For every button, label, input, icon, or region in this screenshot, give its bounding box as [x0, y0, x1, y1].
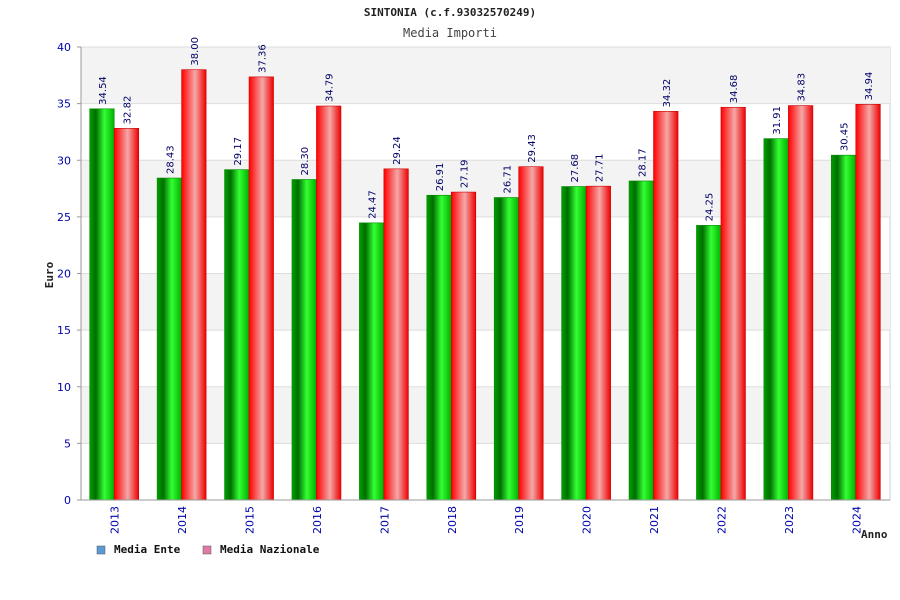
data-label-media-nazionale-2024: 34.94 [864, 72, 875, 101]
data-label-media-nazionale-2022: 34.68 [729, 75, 740, 104]
data-label-media-ente-2014: 28.43 [165, 145, 176, 174]
legend: Media Ente Media Nazionale [96, 543, 320, 556]
x-tick-label: 2017 [378, 506, 391, 534]
bar-media-ente-2017 [359, 222, 385, 501]
data-label-media-ente-2021: 28.17 [637, 148, 648, 177]
bar-media-ente-2021 [628, 180, 654, 501]
bar-media-nazionale-2015 [248, 76, 274, 501]
bar-media-nazionale-2013 [113, 128, 140, 501]
grid-band [81, 160, 890, 217]
x-tick-label: 2023 [783, 506, 796, 534]
data-label-media-nazionale-2014: 38.00 [190, 37, 201, 66]
data-label-media-ente-2013: 34.54 [98, 76, 109, 105]
y-tick-label: 35 [57, 98, 71, 111]
data-label-media-nazionale-2016: 34.79 [325, 73, 336, 102]
data-label-media-ente-2024: 30.45 [840, 123, 851, 152]
bar-media-nazionale-2021 [653, 111, 679, 501]
bar-media-ente-2014 [156, 177, 182, 501]
y-tick-label: 10 [57, 381, 71, 394]
y-axis-label: Euro [43, 261, 56, 288]
data-label-media-ente-2022: 24.25 [705, 193, 716, 222]
bar-media-nazionale-2024 [855, 104, 881, 501]
grid-band [81, 273, 890, 331]
x-tick-label: 2014 [176, 506, 189, 534]
bar-media-ente-2013 [89, 108, 115, 501]
bar-media-ente-2019 [493, 197, 520, 501]
bar-media-nazionale-2023 [788, 105, 814, 501]
legend-label: Media Ente [114, 543, 181, 556]
data-label-media-ente-2016: 28.30 [300, 147, 311, 176]
data-label-media-ente-2020: 27.68 [570, 154, 581, 183]
y-tick-label: 40 [57, 41, 71, 54]
data-label-media-nazionale-2023: 34.83 [797, 73, 808, 102]
x-tick-label: 2018 [446, 506, 459, 534]
x-tick-label: 2022 [715, 506, 728, 534]
grid-band [81, 386, 890, 444]
data-label-media-ente-2015: 29.17 [233, 137, 244, 166]
bars: 34.54 32.82 28.43 38.00 29.17 37.36 28.30 34.79… [89, 37, 881, 501]
data-label-media-ente-2018: 26.91 [435, 163, 446, 192]
bar-media-ente-2020 [561, 186, 587, 501]
x-tick-label: 2021 [648, 506, 661, 534]
x-tick-label: 2013 [109, 506, 122, 534]
legend-swatch [202, 545, 212, 555]
data-label-media-ente-2019: 26.71 [502, 165, 513, 194]
x-tick-label: 2020 [581, 506, 594, 534]
data-label-media-nazionale-2019: 29.43 [527, 134, 538, 163]
x-tick-label: 2016 [311, 506, 324, 534]
x-tick-label: 2024 [850, 506, 863, 534]
y-tick-label: 15 [57, 324, 71, 337]
bar-media-ente-2015 [224, 169, 250, 501]
bar-media-nazionale-2014 [181, 69, 207, 501]
y-tick-label: 25 [57, 211, 71, 224]
chart-title: SINTONIA (c.f.93032570249) [364, 6, 536, 19]
legend-swatch [96, 545, 106, 555]
bar-media-nazionale-2017 [383, 168, 409, 501]
data-label-media-nazionale-2018: 27.19 [460, 159, 471, 188]
data-label-media-ente-2017: 24.47 [368, 190, 379, 219]
data-label-media-nazionale-2017: 29.24 [392, 136, 403, 165]
data-label-media-nazionale-2013: 32.82 [122, 96, 133, 125]
x-tick-label: 2015 [244, 506, 257, 534]
bar-media-nazionale-2018 [450, 191, 477, 501]
bar-media-ente-2022 [696, 225, 722, 501]
bar-media-nazionale-2020 [585, 185, 611, 501]
data-label-media-nazionale-2020: 27.71 [594, 154, 605, 183]
legend-label: Media Nazionale [220, 543, 320, 556]
bar-media-ente-2016 [291, 179, 317, 501]
bar-media-ente-2018 [426, 194, 452, 501]
grid-band [81, 47, 890, 104]
x-axis: 2013 2014 2015 2016 2017 2018 2019 2020 2021 2022… [81, 499, 890, 534]
chart-subtitle: Media Importi [403, 26, 497, 40]
x-tick-label: 2019 [513, 506, 526, 534]
y-tick-label: 5 [64, 437, 71, 450]
data-label-media-ente-2023: 31.91 [772, 106, 783, 135]
data-label-media-nazionale-2021: 34.32 [662, 79, 673, 108]
data-label-media-nazionale-2015: 37.36 [257, 44, 268, 73]
bar-media-ente-2024 [830, 154, 857, 501]
bar-media-ente-2023 [763, 138, 789, 501]
y-tick-label: 0 [64, 494, 71, 507]
y-axis: 0 5 10 15 20 25 30 35 40 [57, 41, 82, 507]
y-tick-label: 20 [57, 268, 71, 281]
bar-media-nazionale-2016 [316, 105, 342, 501]
x-axis-label: Anno [861, 528, 888, 541]
y-tick-label: 30 [57, 154, 71, 167]
bar-media-nazionale-2019 [518, 166, 544, 501]
bar-media-nazionale-2022 [720, 106, 746, 501]
